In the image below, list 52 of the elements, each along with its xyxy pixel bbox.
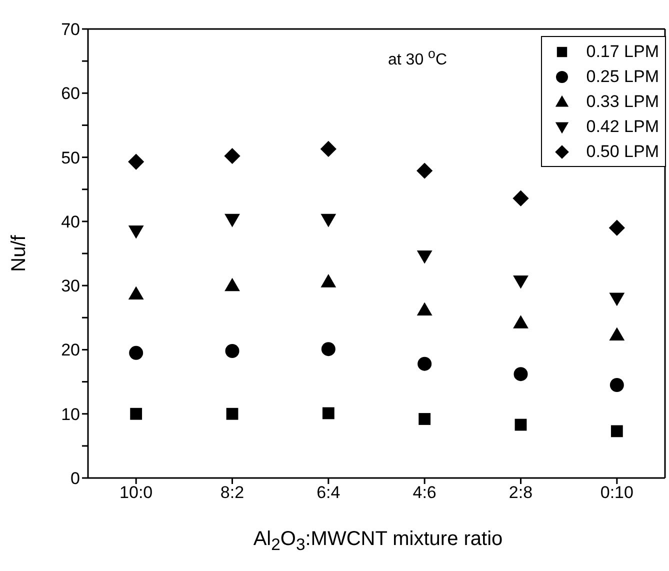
point [609, 292, 625, 306]
x-tick-label: 0:10 [600, 483, 634, 502]
point [224, 148, 240, 164]
y-tick-label: 60 [61, 84, 80, 104]
legend-label: 0.42 LPM [586, 116, 659, 136]
y-axis-title: Nu/f [8, 234, 30, 272]
point [226, 408, 238, 420]
x-tick-label: 4:6 [412, 483, 436, 502]
point [514, 367, 528, 382]
point [513, 275, 528, 289]
point [320, 214, 336, 228]
x-tick-label: 10:0 [120, 483, 153, 502]
point [609, 327, 625, 341]
point [416, 162, 433, 179]
point [514, 418, 527, 431]
point [418, 356, 432, 371]
legend-label: 0.25 LPM [586, 66, 659, 86]
y-tick-label: 30 [61, 276, 80, 296]
y-tick-label: 40 [61, 212, 80, 232]
y-tick-label: 0 [70, 469, 80, 488]
point [225, 344, 240, 358]
point [128, 286, 144, 300]
y-tick-label: 70 [61, 20, 80, 40]
point [418, 413, 431, 425]
point [130, 408, 142, 420]
point [128, 225, 144, 239]
y-tick-label: 10 [61, 404, 80, 424]
point [322, 407, 334, 420]
point [128, 154, 144, 170]
x-tick-label: 2:8 [508, 483, 533, 502]
legend-label: 0.50 LPM [586, 142, 659, 162]
point [321, 342, 336, 356]
annotation: at 30 $^{o}$C [388, 46, 448, 70]
point [512, 190, 529, 206]
point [416, 250, 432, 264]
legend-label: 0.17 LPM [586, 42, 659, 62]
point [320, 274, 336, 288]
point [513, 315, 528, 328]
point [320, 140, 336, 157]
point [608, 220, 625, 236]
point [610, 425, 623, 438]
x-tick-label: 8:2 [220, 483, 244, 502]
y-tick-label: 20 [61, 340, 80, 360]
point [224, 278, 240, 292]
point [610, 378, 624, 392]
point [416, 302, 432, 316]
point [129, 346, 144, 360]
x-axis-title: Al$_{2}$O$_{3}$:MWCNT mixture ratio [252, 528, 504, 555]
y-tick-label: 50 [61, 148, 80, 168]
legend-label: 0.33 LPM [586, 92, 659, 112]
point [224, 214, 240, 228]
x-tick-label: 6:4 [316, 483, 340, 502]
